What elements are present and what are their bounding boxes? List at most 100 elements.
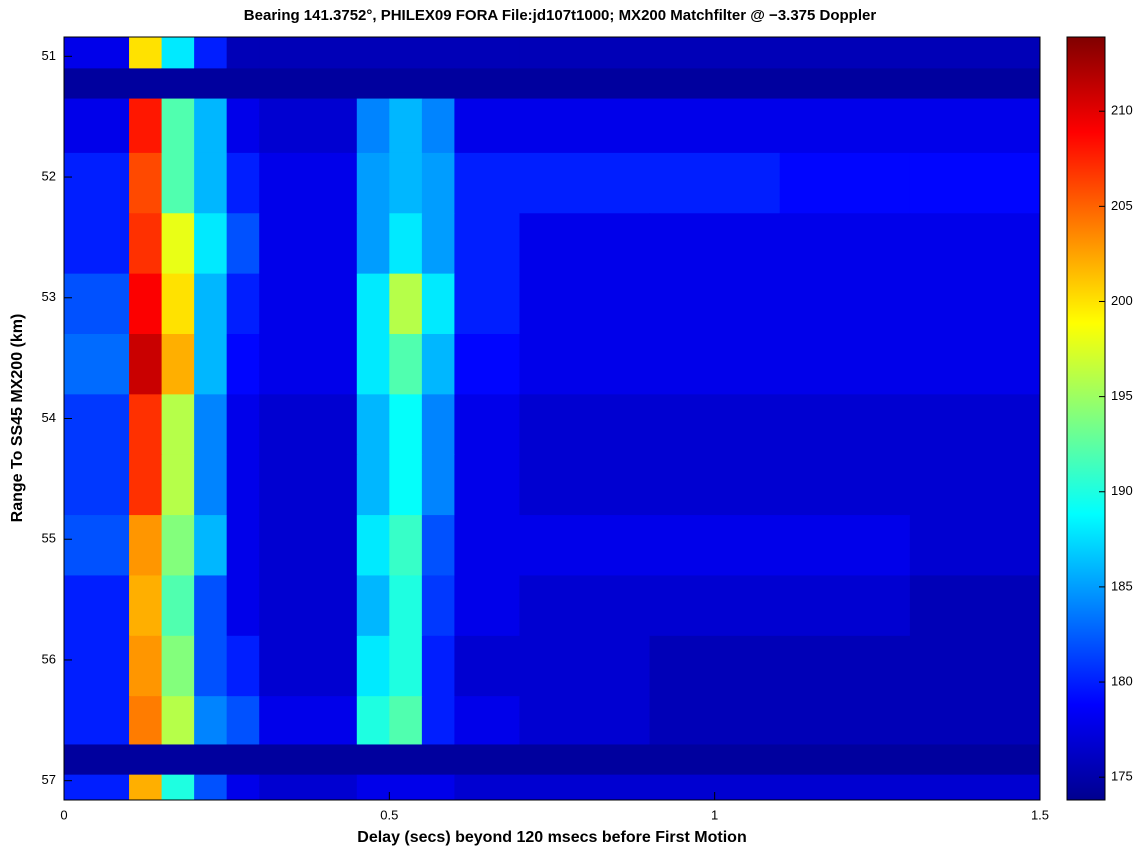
- heatmap-cell: [421, 744, 455, 776]
- y-tick-label: 55: [42, 531, 56, 546]
- heatmap-cell: [64, 98, 130, 154]
- heatmap-cell: [519, 394, 651, 456]
- heatmap-cell: [129, 68, 163, 100]
- heatmap-cell: [909, 273, 1041, 335]
- heatmap-cell: [194, 213, 228, 275]
- heatmap-cell: [389, 152, 423, 214]
- heatmap-cell: [779, 394, 911, 456]
- heatmap-cell: [356, 744, 390, 776]
- heatmap-cell: [519, 213, 651, 275]
- heatmap-cell: [909, 98, 1041, 154]
- heatmap-cell: [129, 744, 163, 776]
- heatmap-cell: [129, 213, 163, 275]
- heatmap-cell: [909, 213, 1041, 275]
- heatmap-cell: [194, 774, 228, 801]
- heatmap-cell: [779, 213, 911, 275]
- heatmap-cell: [226, 744, 260, 776]
- y-tick-label: 53: [42, 289, 56, 304]
- heatmap-cell: [454, 575, 520, 637]
- heatmap-cell: [259, 68, 358, 100]
- heatmap-cell: [649, 68, 781, 100]
- heatmap-cell: [129, 575, 163, 637]
- heatmap-cell: [129, 515, 163, 576]
- heatmap-cell: [779, 696, 911, 745]
- heatmap-cell: [909, 394, 1041, 456]
- heatmap-cell: [259, 635, 358, 697]
- heatmap-cell: [389, 635, 423, 697]
- heatmap-cell: [64, 744, 130, 776]
- heatmap-cell: [356, 515, 390, 576]
- heatmap-cell: [194, 744, 228, 776]
- heatmap-cell: [779, 744, 911, 776]
- heatmap-cell: [194, 454, 228, 516]
- heatmap-cell: [356, 454, 390, 516]
- heatmap-cell: [519, 68, 651, 100]
- heatmap-cell: [649, 515, 781, 576]
- heatmap-cell: [519, 37, 651, 69]
- heatmap-cell: [649, 333, 781, 395]
- heatmap-cell: [519, 774, 651, 801]
- heatmap-cell: [194, 635, 228, 697]
- heatmap-cell: [356, 696, 390, 745]
- x-tick-label: 1.5: [1031, 807, 1049, 822]
- heatmap-cell: [519, 454, 651, 516]
- heatmap-cell: [161, 98, 195, 154]
- heatmap-cell: [64, 333, 130, 395]
- heatmap-cell: [519, 333, 651, 395]
- heatmap-cell: [161, 635, 195, 697]
- heatmap-cell: [421, 394, 455, 456]
- heatmap-cell: [649, 575, 781, 637]
- heatmap-cell: [161, 575, 195, 637]
- heatmap-cell: [649, 394, 781, 456]
- heatmap-cell: [909, 333, 1041, 395]
- x-tick-label: 1: [711, 807, 718, 822]
- heatmap-cell: [909, 575, 1041, 637]
- heatmap-cell: [194, 68, 228, 100]
- heatmap-cell: [226, 152, 260, 214]
- heatmap-cell: [421, 575, 455, 637]
- heatmap-cell: [389, 515, 423, 576]
- heatmap-cell: [259, 454, 358, 516]
- heatmap-cell: [226, 394, 260, 456]
- heatmap-cell: [909, 744, 1041, 776]
- colorbar: [1066, 36, 1106, 801]
- heatmap-cell: [64, 37, 130, 69]
- heatmap-cell: [226, 273, 260, 335]
- heatmap-cell: [779, 273, 911, 335]
- heatmap-cell: [226, 333, 260, 395]
- heatmap-cell: [779, 515, 911, 576]
- heatmap-cell: [161, 152, 195, 214]
- heatmap-cell: [129, 696, 163, 745]
- heatmap-cell: [356, 394, 390, 456]
- heatmap-cell: [389, 333, 423, 395]
- heatmap-cell: [356, 152, 390, 214]
- colorbar-tick-label: 200: [1111, 293, 1133, 308]
- heatmap-cell: [779, 635, 911, 697]
- heatmap-cell: [356, 37, 390, 69]
- heatmap-cell: [389, 98, 423, 154]
- y-tick-label: 52: [42, 168, 56, 183]
- heatmap-cell: [64, 635, 130, 697]
- heatmap-cell: [454, 635, 520, 697]
- colorbar-tick-label: 180: [1111, 673, 1133, 688]
- heatmap-cell: [356, 575, 390, 637]
- heatmap-cell: [519, 98, 651, 154]
- heatmap-cell: [909, 68, 1041, 100]
- heatmap-cell: [454, 37, 520, 69]
- heatmap-cell: [389, 696, 423, 745]
- heatmap-cell: [779, 454, 911, 516]
- heatmap-cell: [161, 394, 195, 456]
- heatmap-cell: [161, 774, 195, 801]
- heatmap-cell: [389, 273, 423, 335]
- heatmap-cell: [194, 152, 228, 214]
- heatmap-cell: [519, 696, 651, 745]
- heatmap-cell: [454, 394, 520, 456]
- colorbar-tick-label: 205: [1111, 198, 1133, 213]
- heatmap-cell: [649, 454, 781, 516]
- heatmap-cell: [129, 635, 163, 697]
- heatmap-cell: [454, 333, 520, 395]
- heatmap-cell: [226, 696, 260, 745]
- colorbar-tick-label: 190: [1111, 483, 1133, 498]
- heatmap-cell: [64, 152, 130, 214]
